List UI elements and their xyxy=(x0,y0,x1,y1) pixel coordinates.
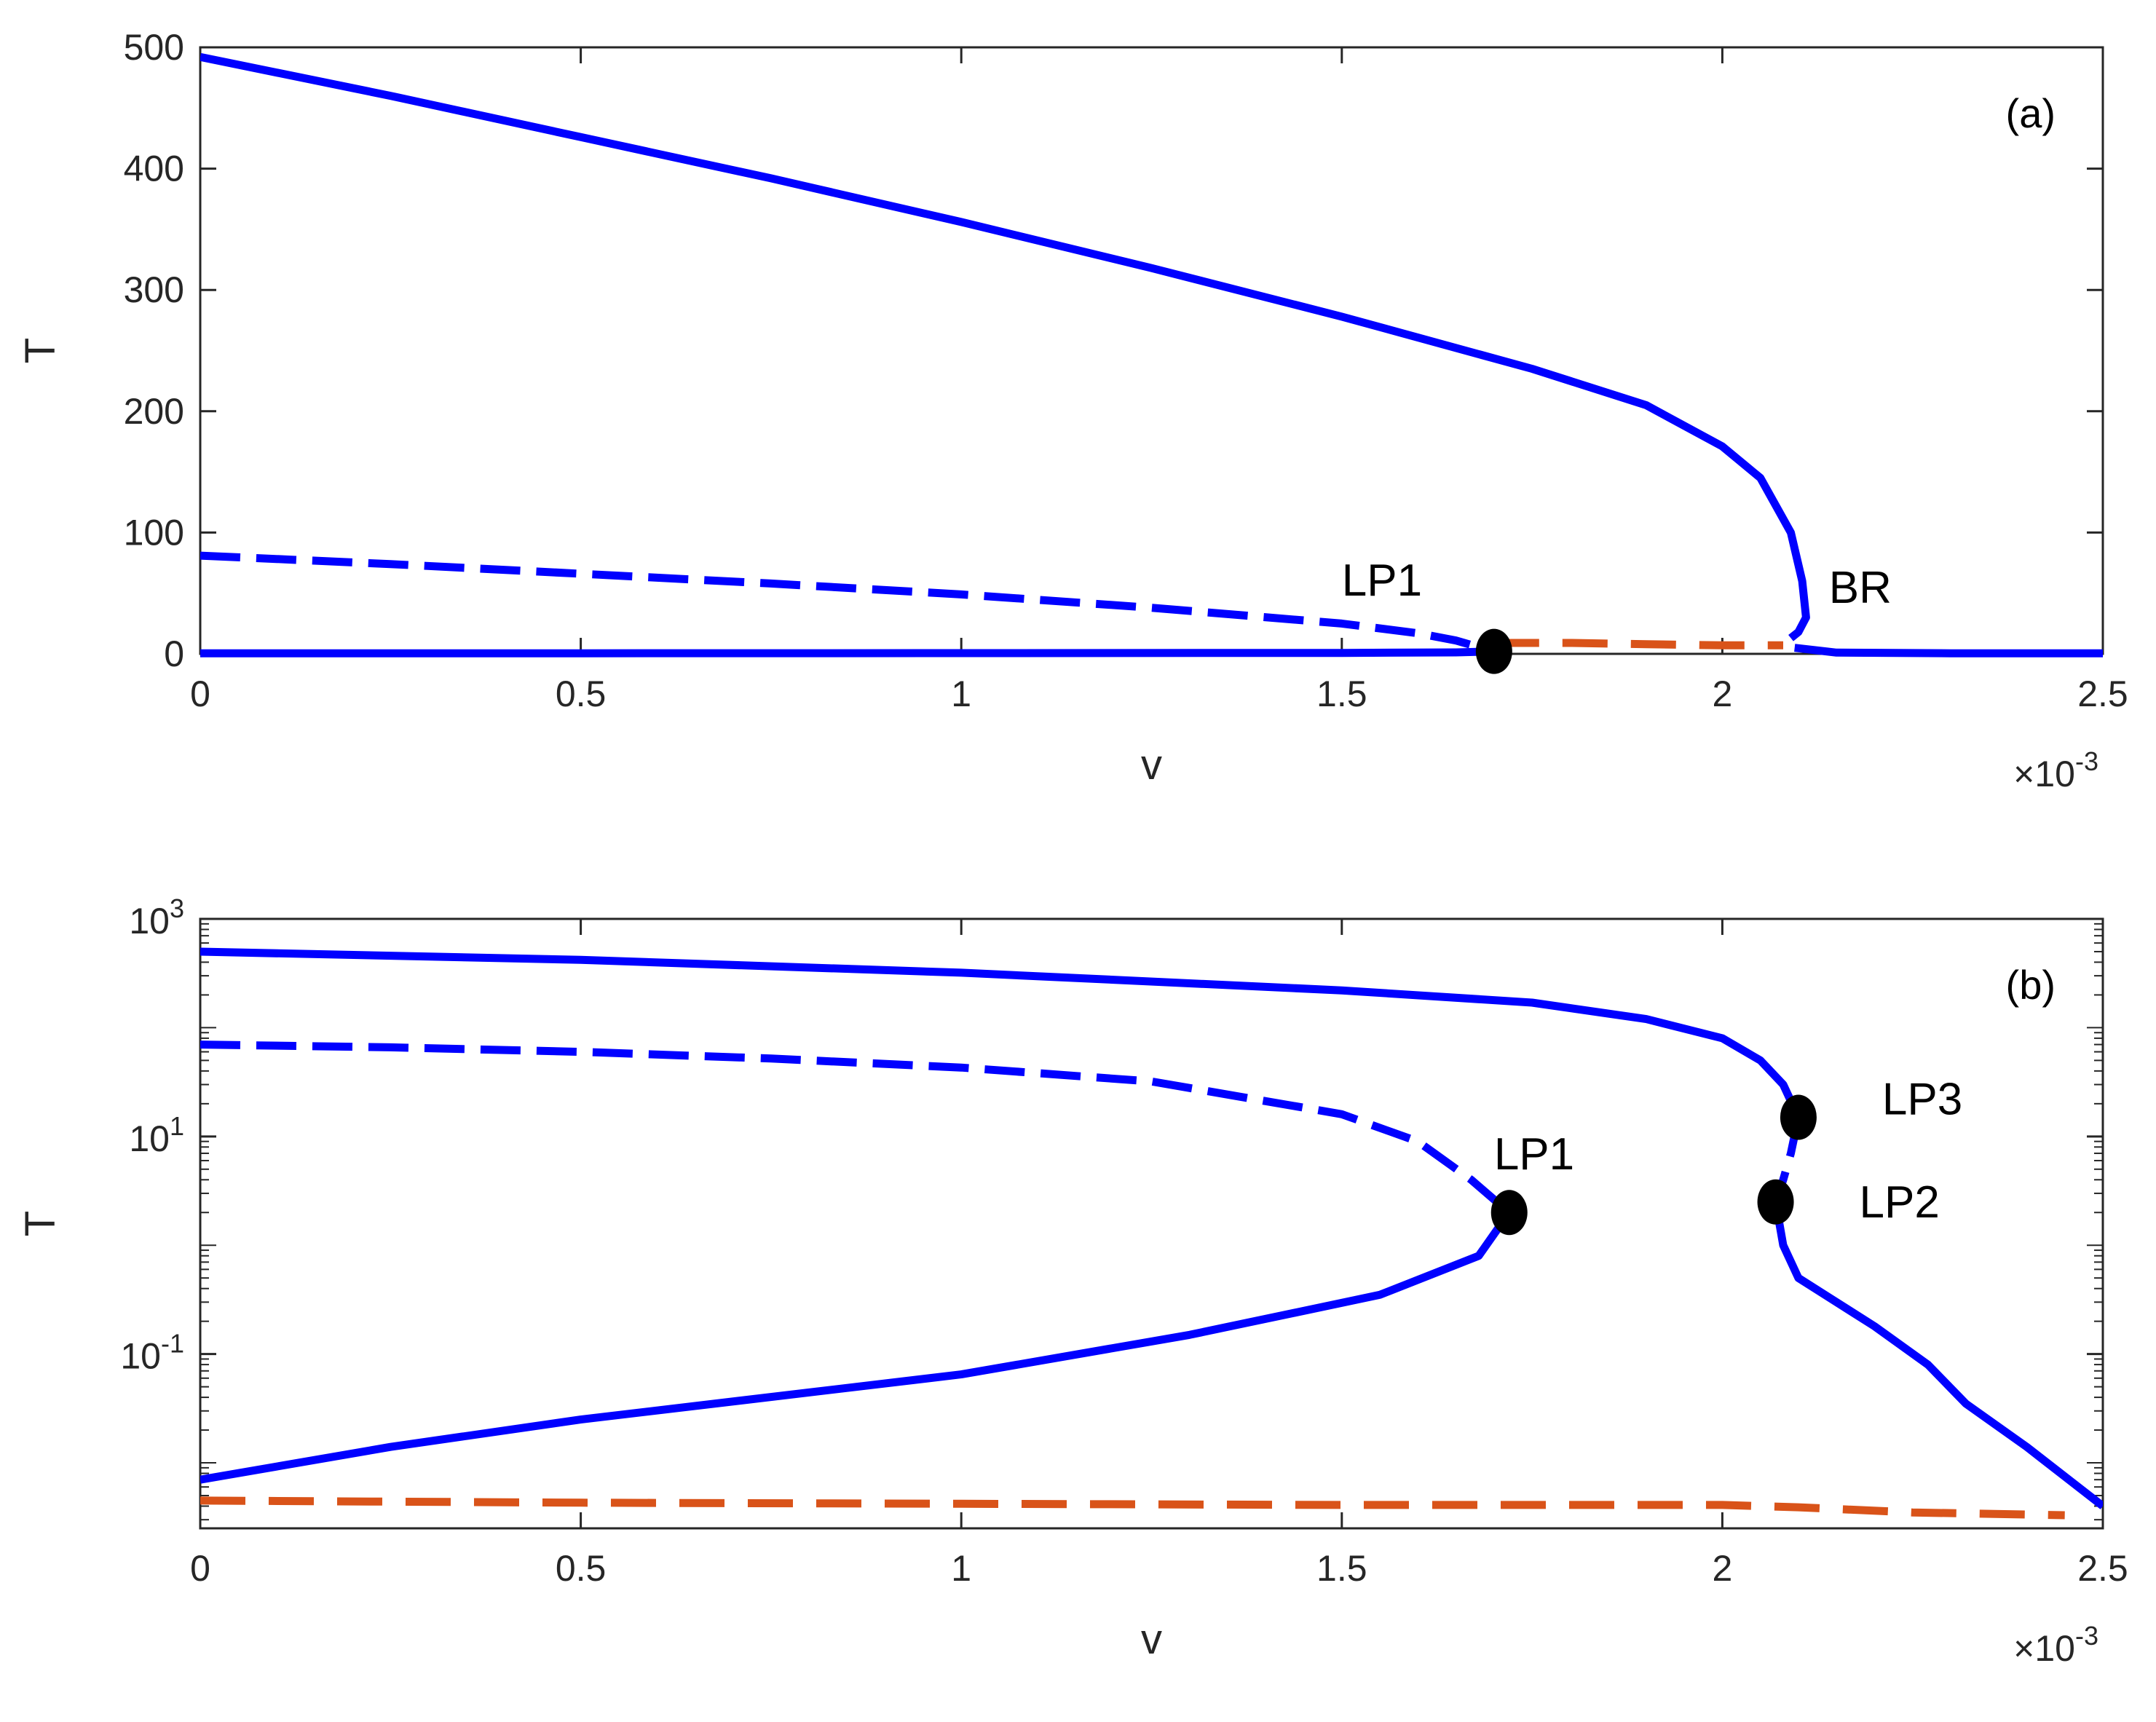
bifurcation-marker-lp2 xyxy=(1757,1179,1794,1225)
axes-box xyxy=(199,46,2104,655)
x-exponent-label: ×10-3 xyxy=(2013,746,2098,794)
x-tick-label: 2 xyxy=(1712,674,1732,714)
axes-box xyxy=(199,917,2104,1530)
y-tick-label: 0 xyxy=(164,633,184,674)
x-tick-label: 0.5 xyxy=(556,1548,607,1589)
blue-solid-curve xyxy=(200,647,1494,657)
y-axis-label: T xyxy=(17,1211,64,1236)
blue-solid-curve xyxy=(200,52,1810,641)
y-tick-label: 100 xyxy=(124,512,184,553)
panel-b: 0 0.5 1 1.5 2 2.5 10-1 101 103 v T ×10-3 (b) LP1 LP2 LP… xyxy=(17,893,2128,1669)
orange-dashed-curve xyxy=(200,1496,2065,1520)
y-tick-label: 500 xyxy=(124,27,184,68)
x-axis-label: v xyxy=(1141,1616,1162,1663)
x-tick-label: 0 xyxy=(190,674,210,714)
y-tick-label: 101 xyxy=(129,1111,184,1159)
blue-dashed-curve xyxy=(200,551,1496,655)
y-tick-label: 200 xyxy=(124,391,184,432)
plot-area xyxy=(200,52,2103,657)
x-exponent-label: ×10-3 xyxy=(2013,1621,2098,1669)
x-axis-label: v xyxy=(1141,741,1162,789)
bifurcation-marker-lp1 xyxy=(1475,628,1512,674)
y-axis-label: T xyxy=(17,338,64,363)
panel-a: 0 0.5 1 1.5 2 2.5 0 100 200 300 400 500 v T ×10-3 (a) LP… xyxy=(17,27,2128,794)
orange-dashed-curve xyxy=(1493,639,1783,649)
panel-label: (b) xyxy=(2006,962,2056,1008)
x-tick-label: 2.5 xyxy=(2077,674,2128,714)
y-tick-label: 103 xyxy=(129,893,184,941)
annotation-lp3: LP3 xyxy=(1882,1074,1962,1124)
panel-label: (a) xyxy=(2006,90,2056,136)
x-tick-label: 0 xyxy=(190,1548,210,1589)
blue-solid-curve xyxy=(200,947,1802,1119)
x-tick-label: 1 xyxy=(951,1548,971,1589)
blue-solid-curve xyxy=(200,1210,1513,1484)
annotation-lp1: LP1 xyxy=(1494,1129,1574,1180)
bifurcation-marker-lp3 xyxy=(1780,1094,1817,1140)
x-tick-label: 2.5 xyxy=(2077,1548,2128,1589)
x-tick-label: 1.5 xyxy=(1316,1548,1367,1589)
blue-solid-curve xyxy=(1794,644,2103,657)
bifurcation-marker-lp1 xyxy=(1490,1190,1528,1236)
x-tick-label: 1.5 xyxy=(1316,674,1367,714)
blue-dashed-curve xyxy=(200,1040,1512,1216)
x-tick-label: 0.5 xyxy=(556,674,607,714)
annotation-lp2: LP2 xyxy=(1860,1177,1940,1228)
x-tick-label: 2 xyxy=(1712,1548,1732,1589)
annotation-lp1: LP1 xyxy=(1342,556,1422,606)
y-tick-label: 400 xyxy=(124,149,184,189)
y-tick-label: 300 xyxy=(124,269,184,310)
x-tick-label: 1 xyxy=(951,674,971,714)
blue-solid-curve xyxy=(1772,1201,2103,1509)
annotation-br: BR xyxy=(1829,563,1892,613)
y-tick-label: 10-1 xyxy=(120,1329,184,1377)
plot-area xyxy=(200,947,2103,1520)
